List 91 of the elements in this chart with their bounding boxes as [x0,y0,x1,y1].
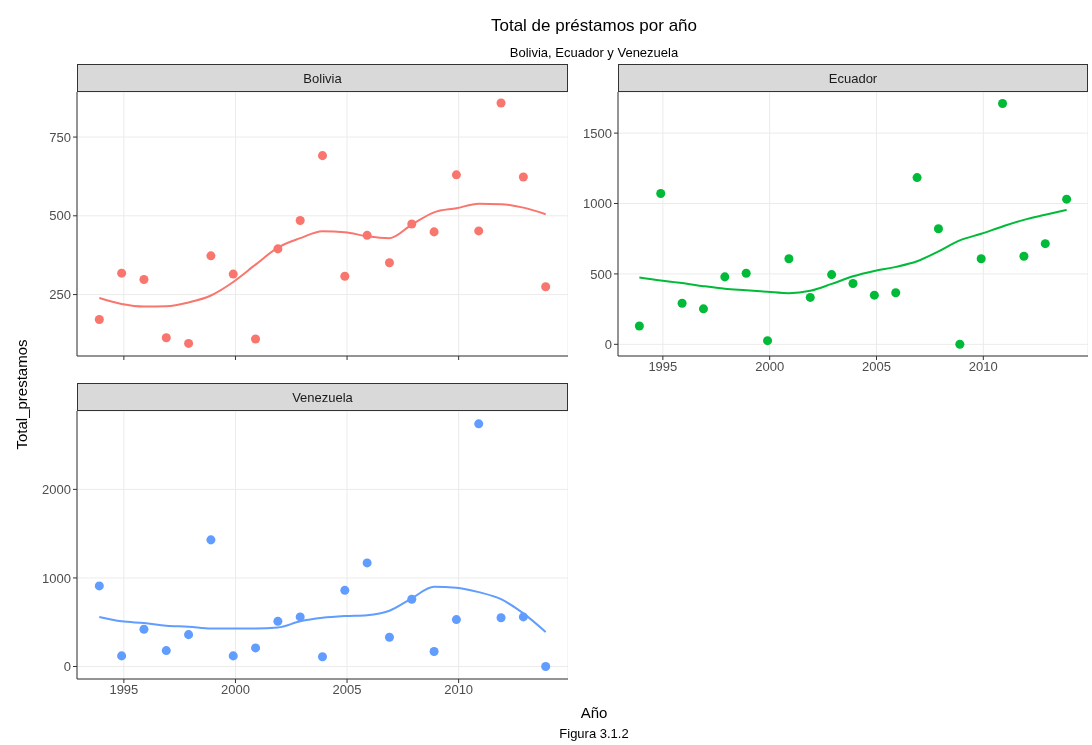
point [340,585,350,595]
chart-title: Venezuela [77,383,568,411]
point [384,258,394,268]
point [206,251,216,261]
point [139,624,149,634]
text: Año [579,704,609,721]
point [474,419,484,429]
point [317,652,328,662]
point [317,151,328,161]
point [184,338,194,348]
point [912,173,922,183]
x-tick-label: 2005 [332,682,362,698]
point [805,292,815,302]
point [848,278,858,288]
text: Figura 3.1.2 [558,726,630,741]
point [763,336,773,346]
point [384,632,394,642]
y-tick-label: 2000 [42,482,71,497]
point [228,651,238,661]
point [94,314,104,324]
point [273,616,283,626]
text: Bolivia, Ecuador y Venezuela [508,45,680,60]
point [518,172,528,182]
point [541,662,551,672]
y-tick-label: 0 [604,336,612,352]
y-tick-label: 750 [49,129,71,145]
text: Total_prestamos [12,338,30,452]
text: Total de préstamos por año [490,16,698,36]
point [295,612,305,622]
point [698,304,708,314]
point [720,272,730,282]
x-tick-label: 2000 [755,359,785,375]
point [976,254,986,264]
line-series [98,585,547,633]
point [998,99,1008,109]
y-tick-label: 0 [63,659,71,675]
point [251,334,261,344]
point [1040,239,1050,249]
line-series [98,202,547,308]
point [139,274,149,284]
point [295,216,305,226]
y-tick-label: 500 [49,208,71,224]
point [362,558,372,568]
point [94,581,104,591]
point [869,290,879,300]
point [206,535,216,545]
point [474,226,484,236]
point [1062,194,1072,204]
point [741,268,751,278]
x-tick-label: 2005 [862,359,891,375]
y-tick-label: 1500 [583,125,612,141]
point [362,230,372,240]
point [827,270,837,280]
x-tick-label: 2000 [221,682,250,698]
point [407,594,417,604]
point [955,339,965,349]
point [161,333,171,343]
point [656,189,666,199]
y-tick-label: 1000 [583,196,612,212]
point [117,651,127,661]
x-tick-label: 1995 [648,359,678,375]
x-tick-label: 1995 [109,682,139,698]
point [117,268,127,278]
point [518,612,528,622]
point [451,170,461,180]
point [1019,251,1029,261]
point [496,98,506,108]
point [340,271,350,281]
point [451,615,461,625]
x-tick-label: 2010 [444,682,474,698]
point [273,244,283,254]
point [228,269,238,279]
y-tick-label: 500 [590,266,612,282]
point [496,613,506,623]
chart-title: Ecuador [618,64,1088,92]
y-tick-label: 250 [49,287,71,303]
point [429,646,439,656]
point [407,219,417,229]
point [933,224,943,234]
point [784,254,794,264]
point [541,282,551,292]
x-tick-label: 2010 [968,359,998,375]
point [634,321,644,331]
point [161,646,171,656]
point [251,643,261,653]
point [184,630,194,640]
chart-title: Bolivia [77,64,568,92]
y-tick-label: 1000 [42,570,71,586]
point [429,227,439,237]
point [891,288,901,298]
point [677,298,687,308]
